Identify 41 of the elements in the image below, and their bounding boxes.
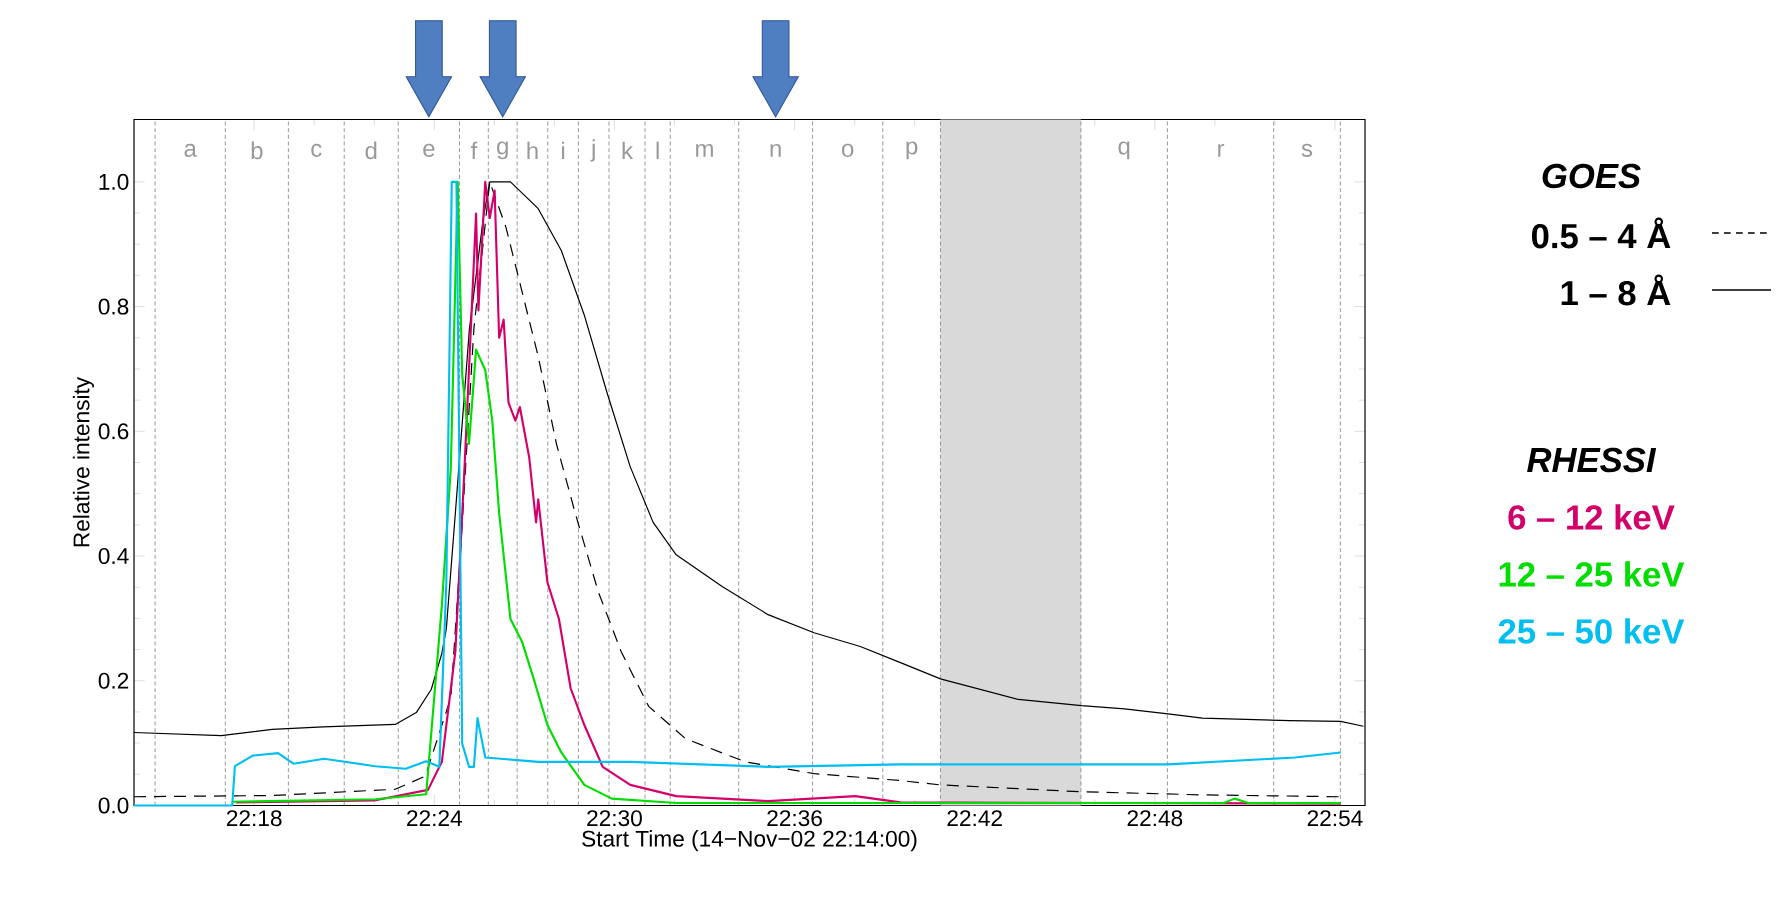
y-tick-label: 0.8: [98, 298, 129, 315]
annotation: i: [562, 141, 565, 160]
annotation: s: [1301, 143, 1313, 157]
legend-title: GOES: [1542, 163, 1641, 189]
annotation: r: [1218, 143, 1225, 157]
text: RHESSI: [1527, 447, 1657, 473]
annotation: f: [470, 141, 478, 160]
text: 25 – 50 keV: [1498, 618, 1685, 644]
annotation: b: [251, 141, 263, 160]
x-axis-title: Start Time (14−Nov−02 22:14:00): [582, 830, 917, 852]
annotation: h: [527, 141, 538, 160]
annotation: d: [365, 141, 377, 160]
x-tick-label: 22:36: [767, 810, 822, 827]
text: 6 – 12 keV: [1508, 504, 1675, 530]
y-tick-label: 0.4: [98, 548, 129, 565]
annotation: e: [423, 143, 435, 157]
x-tick-label: 22:48: [1127, 810, 1183, 827]
x-tick-label: 22:24: [407, 810, 462, 827]
annotation: l: [656, 141, 659, 160]
x-tick-label: 22:42: [947, 810, 1002, 827]
annotation: k: [622, 141, 634, 160]
y-tick-label: 0.0: [98, 797, 129, 814]
text: 12 – 25 keV: [1499, 561, 1685, 587]
y-tick-label: 0.2: [98, 672, 129, 689]
annotation: m: [696, 143, 713, 157]
annotation: o: [842, 143, 854, 157]
annotation: p: [906, 141, 918, 160]
annotation: c: [311, 143, 322, 157]
x-tick-label: 22:18: [226, 810, 282, 827]
y-tick-label: 1.0: [99, 173, 129, 190]
annotation: j: [590, 139, 595, 162]
y-axis-title: Relative intensity: [72, 376, 94, 547]
annotation: n: [770, 143, 781, 157]
annotation: a: [184, 143, 197, 157]
x-tick-label: 22:54: [1307, 810, 1363, 827]
annotation: g: [497, 141, 508, 160]
annotation: q: [1118, 141, 1130, 160]
legend-label: 1 – 8 Å: [1561, 274, 1671, 306]
x-tick-label: 22:30: [587, 810, 642, 827]
legend-label: 0.5 – 4 Å: [1532, 217, 1671, 249]
y-tick-label: 0.6: [98, 423, 129, 440]
